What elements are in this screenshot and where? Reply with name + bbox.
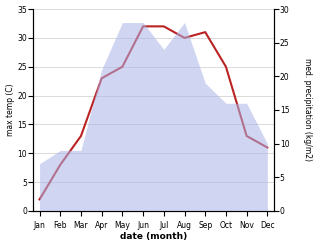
X-axis label: date (month): date (month) xyxy=(120,232,187,242)
Y-axis label: max temp (C): max temp (C) xyxy=(5,84,15,136)
Y-axis label: med. precipitation (kg/m2): med. precipitation (kg/m2) xyxy=(303,59,313,162)
